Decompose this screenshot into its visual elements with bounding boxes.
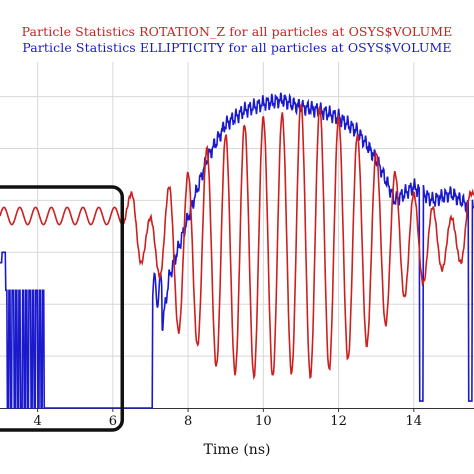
x-tick-label-1: 6	[109, 414, 117, 429]
series-line-rotation	[0, 102, 474, 381]
x-tick-label-3: 10	[255, 414, 272, 429]
series-line-ellipticity	[0, 92, 474, 409]
chart-title-rotation: Particle Statistics ROTATION_Z for all p…	[21, 24, 453, 39]
series-group	[0, 92, 474, 409]
x-tick-label-5: 14	[406, 414, 423, 429]
x-axis-label: Time (ns)	[203, 442, 271, 458]
x-tick-label-4: 12	[330, 414, 347, 429]
x-tick-label-0: 4	[33, 414, 41, 429]
x-tick-label-2: 8	[184, 414, 192, 429]
chart-title-ellipticity: Particle Statistics ELLIPTICITY for all …	[22, 40, 452, 55]
highlight-box	[0, 185, 125, 432]
x-tick-labels: 4 6 8 10 12 14	[33, 408, 422, 429]
